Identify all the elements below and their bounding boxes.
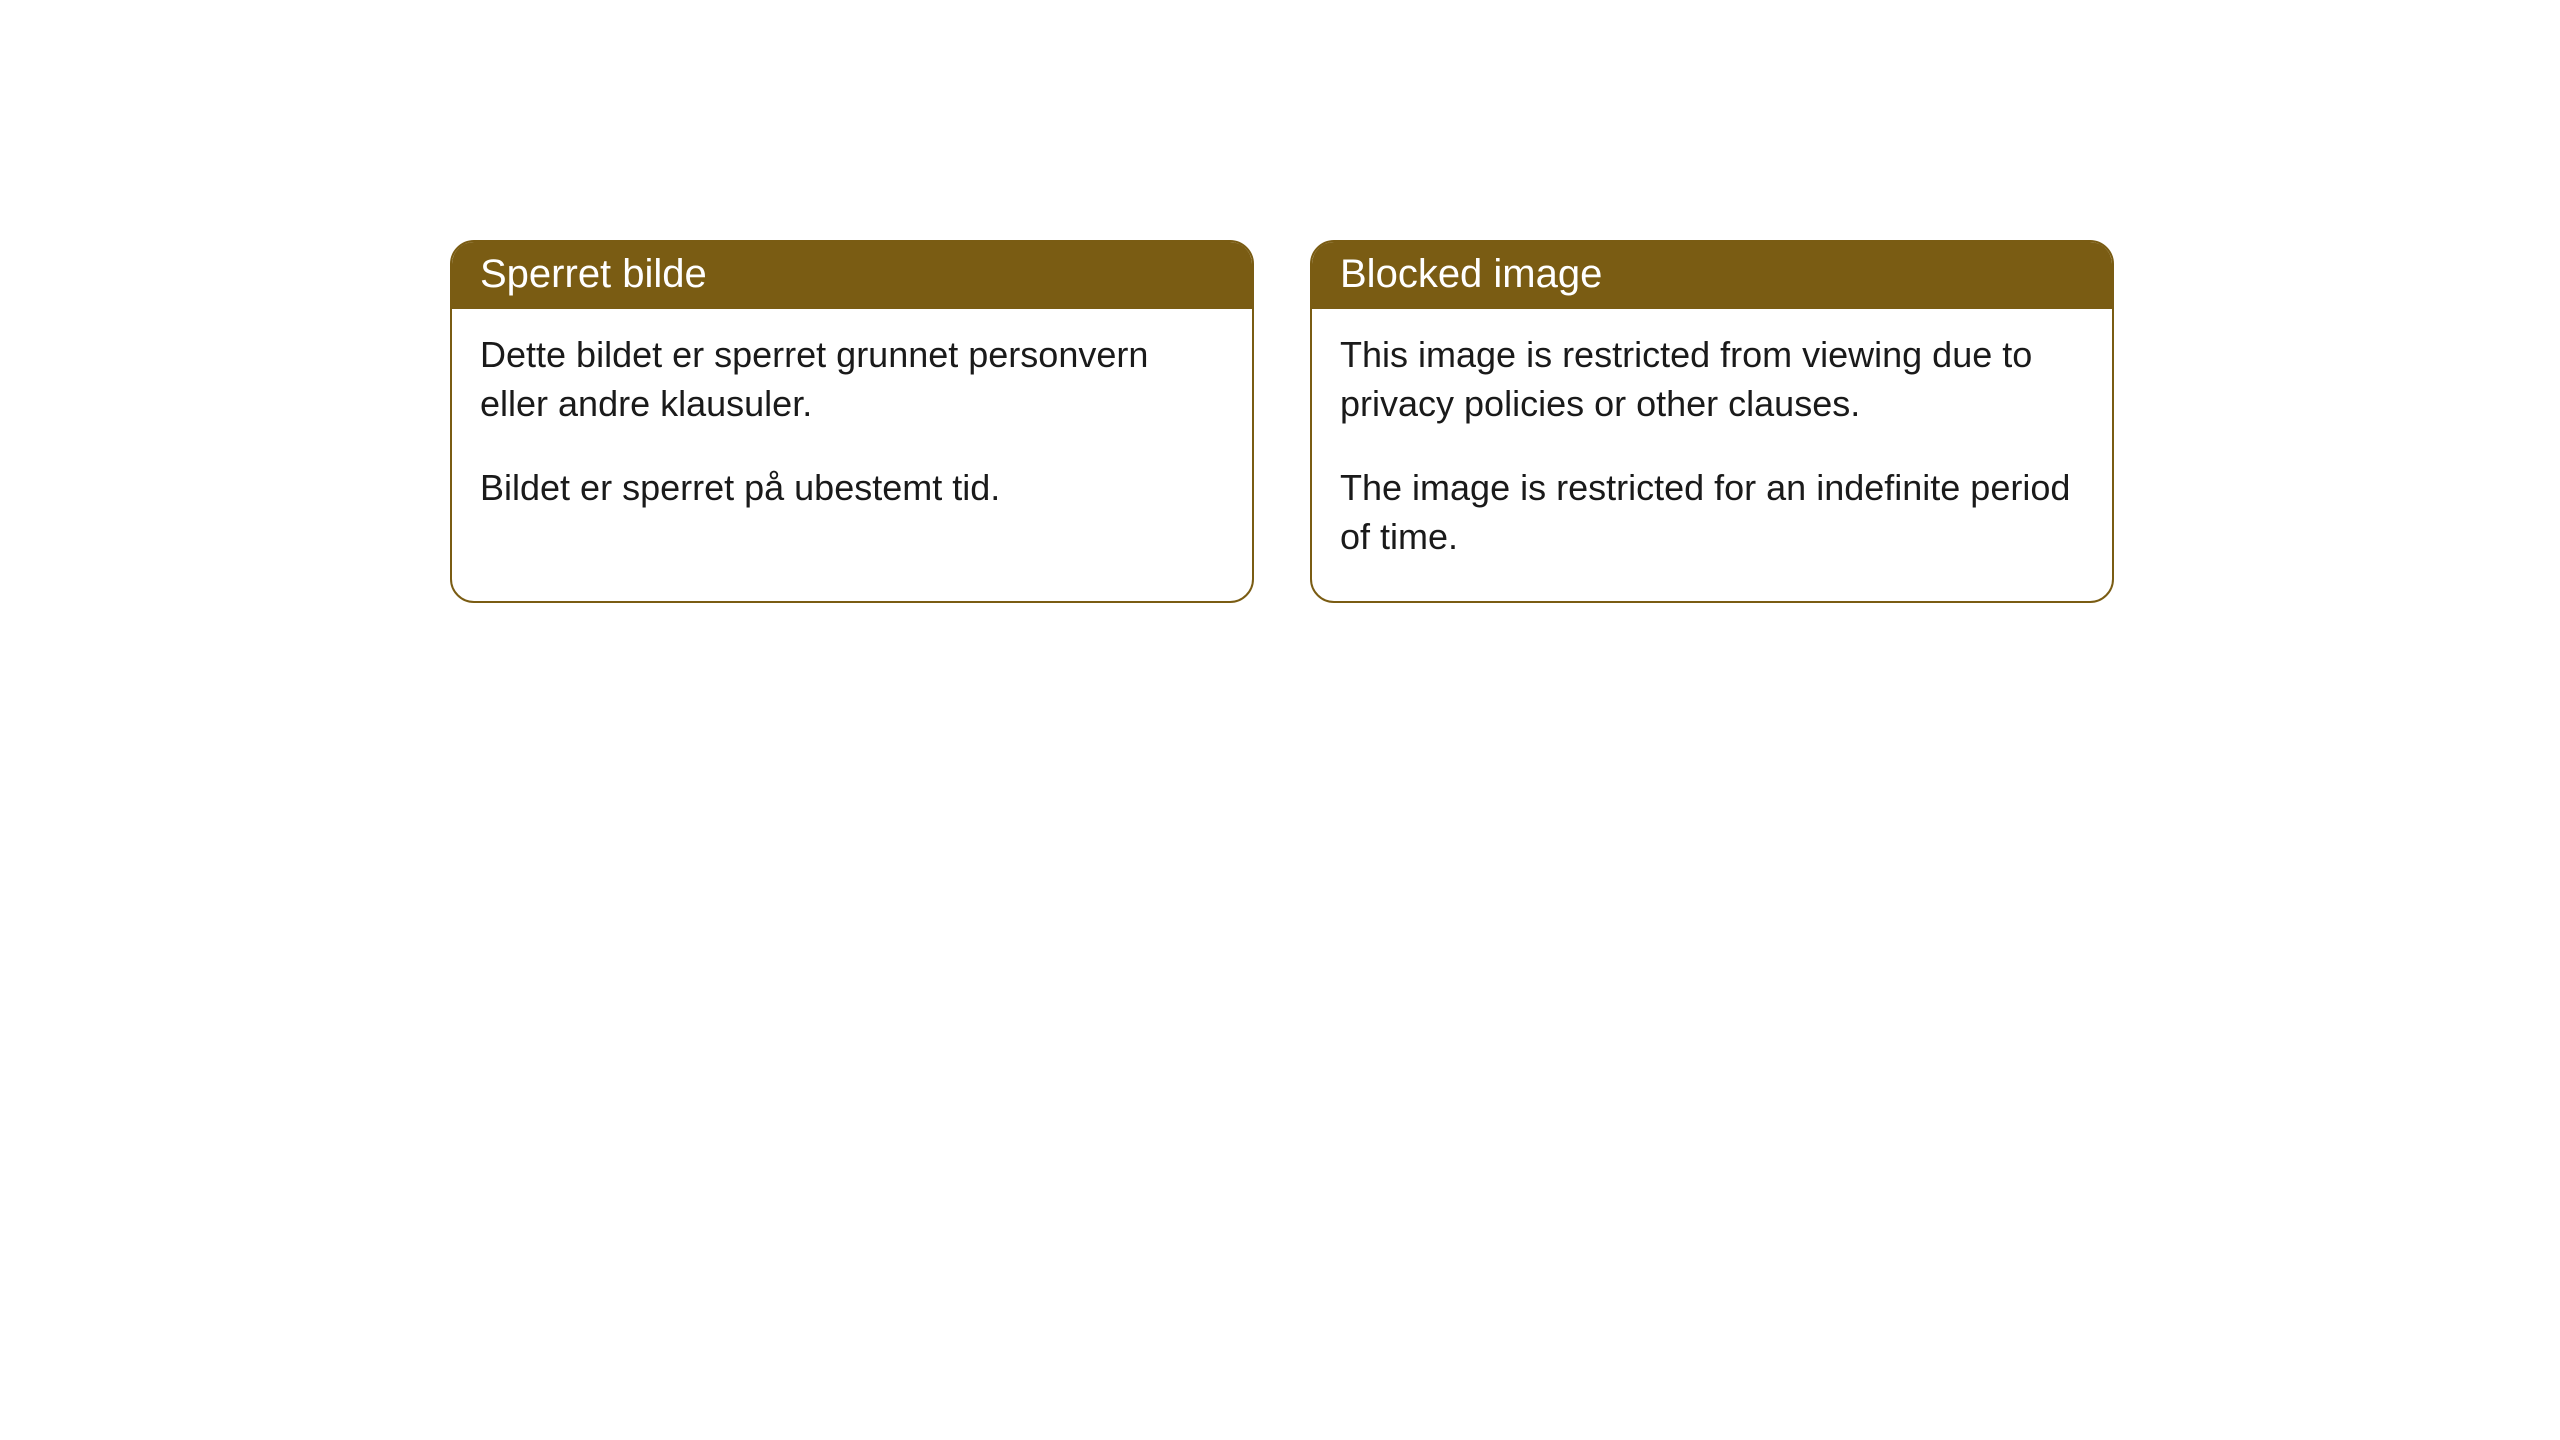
card-body: Dette bildet er sperret grunnet personve… xyxy=(452,309,1252,553)
card-header: Sperret bilde xyxy=(452,242,1252,309)
card-body: This image is restricted from viewing du… xyxy=(1312,309,2112,601)
notice-card-english: Blocked image This image is restricted f… xyxy=(1310,240,2114,603)
card-paragraph: This image is restricted from viewing du… xyxy=(1340,331,2084,428)
card-paragraph: Dette bildet er sperret grunnet personve… xyxy=(480,331,1224,428)
card-paragraph: Bildet er sperret på ubestemt tid. xyxy=(480,464,1224,513)
card-title: Blocked image xyxy=(1340,252,1602,296)
card-paragraph: The image is restricted for an indefinit… xyxy=(1340,464,2084,561)
notice-card-norwegian: Sperret bilde Dette bildet er sperret gr… xyxy=(450,240,1254,603)
notice-cards-container: Sperret bilde Dette bildet er sperret gr… xyxy=(450,240,2560,603)
card-header: Blocked image xyxy=(1312,242,2112,309)
card-title: Sperret bilde xyxy=(480,252,707,296)
